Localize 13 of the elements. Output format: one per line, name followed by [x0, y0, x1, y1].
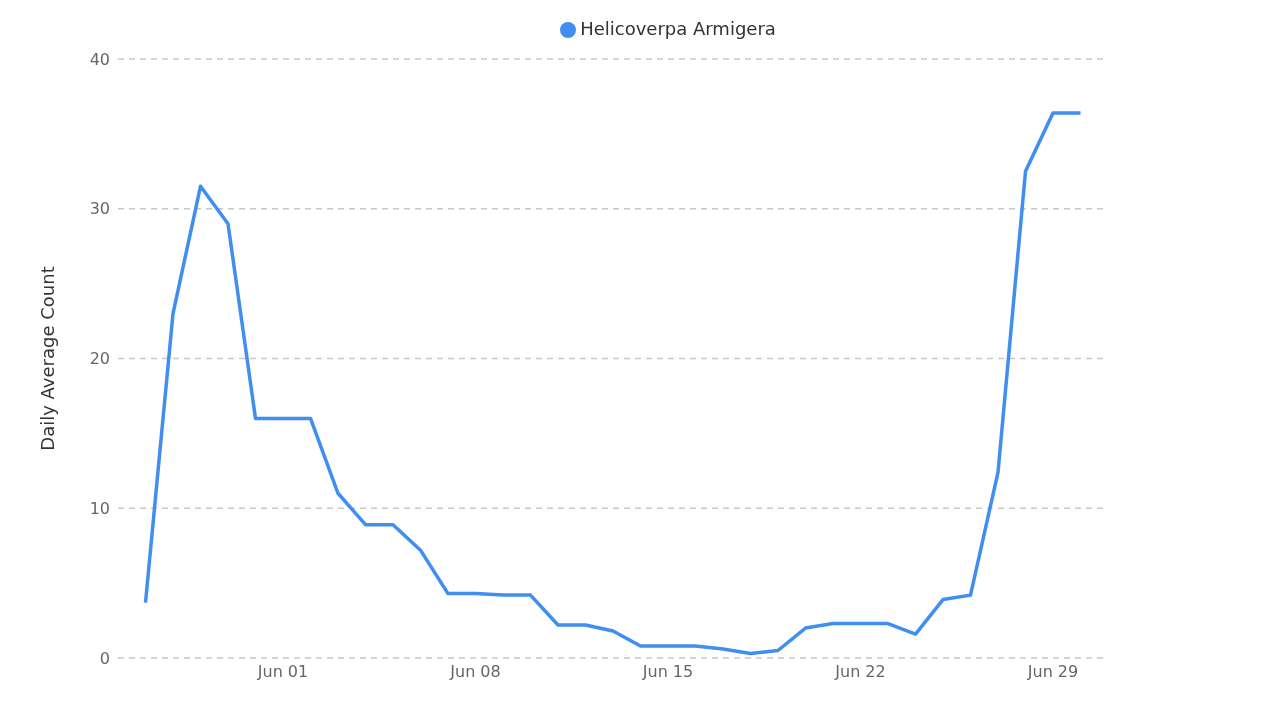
x-tick-label: Jun 01: [256, 662, 309, 682]
y-tick-label: 40: [89, 49, 110, 69]
y-tick-label: 10: [89, 498, 110, 518]
y-tick-label: 0: [99, 648, 110, 668]
y-tick-label: 30: [89, 199, 110, 219]
x-tick-label: Jun 08: [449, 662, 501, 682]
x-tick-label: Jun 22: [834, 662, 886, 682]
y-axis-title: Daily Average Count: [37, 266, 59, 451]
x-tick-label: Jun 29: [1026, 662, 1079, 682]
y-tick-label: 20: [89, 349, 110, 369]
legend-label: Helicoverpa Armigera: [580, 18, 776, 39]
line-series: [143, 111, 1083, 656]
x-tick-label: Jun 15: [641, 662, 694, 682]
